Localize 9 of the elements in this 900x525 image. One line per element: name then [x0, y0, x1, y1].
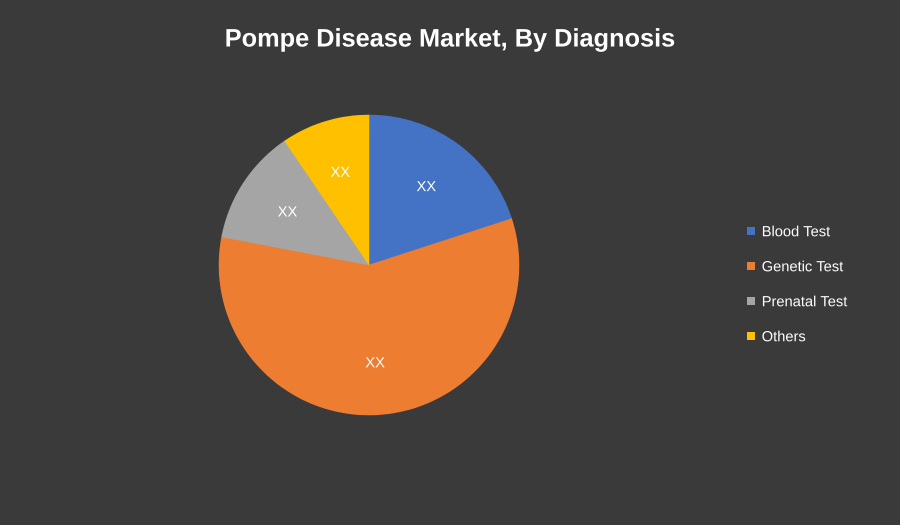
legend-label: Genetic Test [762, 260, 844, 272]
data-label: XX [366, 357, 385, 368]
legend-label: Others [762, 330, 806, 342]
chart-title: Pompe Disease Market, By Diagnosis [226, 28, 674, 52]
data-label: XX [278, 206, 297, 217]
legend-label: Blood Test [762, 226, 830, 236]
legend-label: Prenatal Test [762, 296, 848, 306]
data-label: XX [330, 166, 350, 177]
data-label: XX [416, 181, 436, 192]
